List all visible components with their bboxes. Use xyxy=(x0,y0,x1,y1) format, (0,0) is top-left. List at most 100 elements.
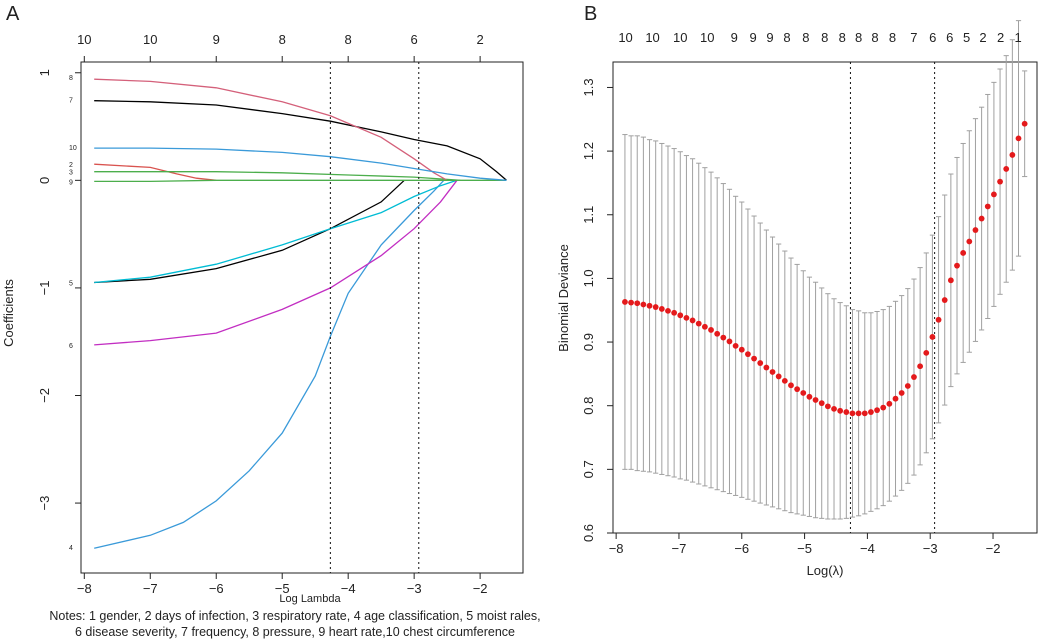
x-tick-label: −6 xyxy=(209,581,224,596)
series-label-8: 8 xyxy=(69,75,73,82)
series-label-4: 4 xyxy=(69,545,73,552)
deviance-point xyxy=(874,407,880,414)
y-tick-label: 0 xyxy=(37,177,52,184)
top-tick-label: 8 xyxy=(871,30,878,45)
deviance-point xyxy=(812,397,819,403)
series-label-5: 5 xyxy=(69,281,73,288)
coef-line-2 xyxy=(94,163,217,181)
deviance-point xyxy=(745,351,751,358)
deviance-point xyxy=(695,320,702,327)
top-tick-label: 8 xyxy=(855,30,862,45)
series-label-3: 3 xyxy=(69,170,73,177)
deviance-point xyxy=(960,250,967,256)
panel-b-y-axis-label: Binomial Deviance xyxy=(556,244,571,352)
series-label-6: 6 xyxy=(69,343,73,350)
coef-line-4 xyxy=(94,179,445,549)
top-tick-label: 7 xyxy=(910,30,917,45)
deviance-point xyxy=(818,400,825,407)
coef-line-9 xyxy=(94,179,507,183)
y-tick-label: 1.2 xyxy=(581,142,596,160)
deviance-point xyxy=(984,203,991,210)
deviance-point xyxy=(671,309,678,316)
deviance-point xyxy=(1009,152,1016,158)
y-tick-label: 0.6 xyxy=(581,524,596,542)
deviance-point xyxy=(917,363,924,370)
panel-b-cross-validation-deviance: B −8 −7 −6 −5 −4 −3 −2 0.6 0.7 0.8 0.9 1.0 1.1 1.2 1.3… xyxy=(556,3,1038,578)
deviance-point xyxy=(935,316,942,323)
deviance-point xyxy=(843,409,850,415)
deviance-point xyxy=(769,369,776,375)
deviance-point xyxy=(947,277,954,284)
deviance-point xyxy=(788,382,794,389)
top-tick-label: 9 xyxy=(731,30,738,45)
x-tick-label: −2 xyxy=(473,581,488,596)
deviance-point xyxy=(652,304,659,310)
panel-b-plot-frame xyxy=(612,61,1038,534)
coef-line-1 xyxy=(94,179,405,284)
y-tick-label: 0.9 xyxy=(581,333,596,351)
y-tick-label: 1.1 xyxy=(581,206,596,224)
deviance-point xyxy=(1015,135,1022,142)
top-tick-label: 1 xyxy=(1015,30,1022,45)
top-tick-label: 6 xyxy=(929,30,936,45)
top-tick-label: 9 xyxy=(766,30,773,45)
deviance-point xyxy=(677,312,684,319)
y-tick-label: 1.3 xyxy=(581,78,596,96)
y-tick-label: 1.0 xyxy=(581,269,596,287)
coef-line-7 xyxy=(94,100,507,181)
y-tick-label: −3 xyxy=(37,496,52,511)
series-label-2: 2 xyxy=(69,162,73,169)
panel-a-axes: −8 −7 −6 −5 −4 −3 −2 −3 −2 −1 0 1 10 10 9 8 8 6 2 xyxy=(37,32,488,596)
coef-line-3 xyxy=(94,171,461,181)
panel-b-deviance-points xyxy=(622,120,1028,417)
series-label-9: 9 xyxy=(69,179,73,186)
deviance-point xyxy=(628,299,634,306)
deviance-point xyxy=(738,346,745,353)
deviance-point xyxy=(941,297,948,303)
deviance-point xyxy=(781,377,788,384)
x-tick-label: −7 xyxy=(672,541,687,556)
top-tick-label: 6 xyxy=(411,32,418,47)
x-tick-label: −7 xyxy=(143,581,158,596)
top-tick-label: 10 xyxy=(700,30,714,45)
top-tick-label: 8 xyxy=(821,30,828,45)
deviance-point xyxy=(972,227,979,233)
top-tick-label: 5 xyxy=(963,30,970,45)
top-tick-label: 8 xyxy=(279,32,286,47)
y-tick-label: 1 xyxy=(37,69,52,76)
deviance-point xyxy=(640,301,647,308)
top-tick-label: 10 xyxy=(673,30,687,45)
deviance-point xyxy=(923,349,930,356)
x-tick-label: −4 xyxy=(341,581,356,596)
deviance-point xyxy=(708,327,714,333)
panel-a-x-axis-label: Log Lambda xyxy=(279,593,341,605)
deviance-point xyxy=(806,393,813,400)
y-tick-label: −1 xyxy=(37,281,52,296)
deviance-point xyxy=(978,215,985,222)
deviance-point xyxy=(714,330,721,337)
panel-a-plot-frame xyxy=(80,61,524,574)
y-tick-label: −2 xyxy=(37,388,52,403)
x-tick-label: −2 xyxy=(986,541,1001,556)
panel-b-x-axis-label: Log(λ) xyxy=(807,563,844,578)
notes-line-2: 6 disease severity, 7 frequency, 8 press… xyxy=(74,625,516,639)
deviance-point xyxy=(849,410,856,417)
deviance-point xyxy=(634,300,641,307)
top-tick-label: 10 xyxy=(618,30,632,45)
panel-a-series-group: 8 7 10 23 9 5 6 4 xyxy=(69,75,507,552)
notes-caption: Notes: 1 gender, 2 days of infection, 3 … xyxy=(0,608,590,640)
deviance-point xyxy=(701,323,708,330)
deviance-point xyxy=(726,338,733,345)
deviance-point xyxy=(997,178,1003,185)
x-tick-label: −8 xyxy=(609,541,624,556)
deviance-point xyxy=(800,390,807,396)
deviance-point xyxy=(861,410,868,417)
top-tick-label: 8 xyxy=(839,30,846,45)
deviance-point xyxy=(1021,120,1028,127)
top-tick-label: 6 xyxy=(946,30,953,45)
panel-a-label: A xyxy=(6,3,20,25)
deviance-point xyxy=(1003,166,1010,172)
deviance-point xyxy=(880,404,887,411)
